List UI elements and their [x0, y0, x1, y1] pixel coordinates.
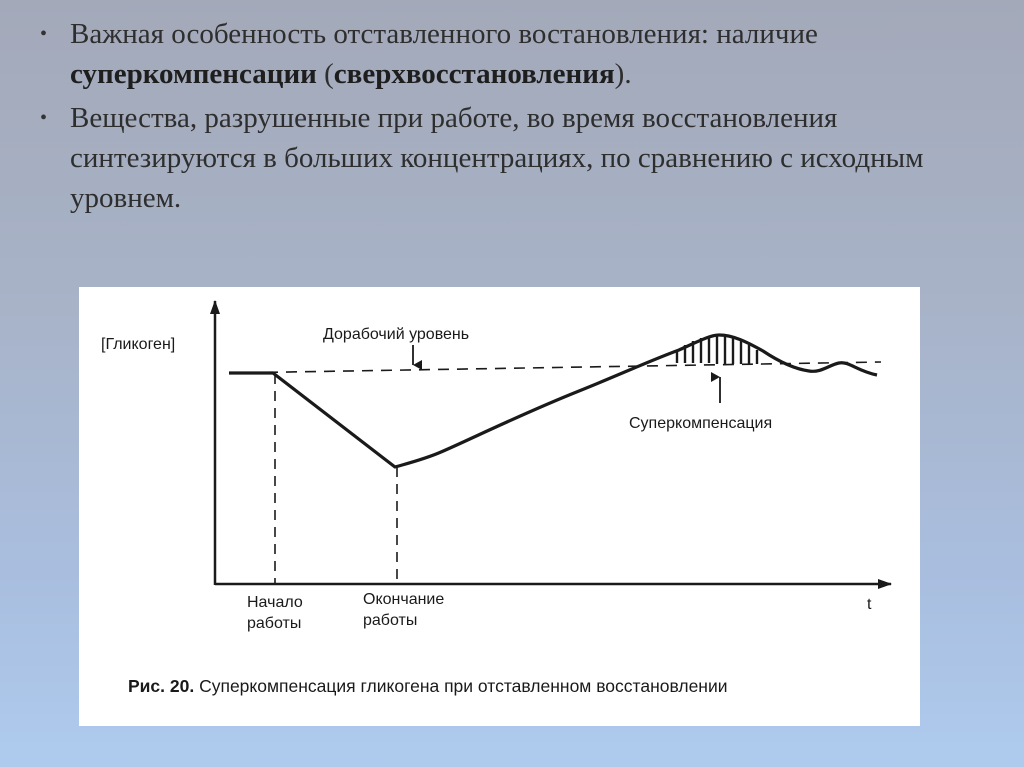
bullet-item-supercompensation: Важная особенность отставленного востано…	[40, 14, 1015, 94]
y-axis-label: [Гликоген]	[101, 336, 175, 353]
bullet-1-bold-overrecovery: сверхвосстановления	[333, 58, 615, 90]
bullet-1-bold-supercompensation: суперкомпенсации	[70, 58, 317, 90]
work-start-label-line2: работы	[247, 615, 301, 632]
bullet-1-text-before: Важная особенность отставленного востано…	[70, 18, 818, 50]
bullet-1-text-after: ).	[614, 58, 632, 90]
work-end-label-line2: работы	[363, 612, 417, 629]
figure-caption-prefix: Рис. 20.	[128, 676, 194, 696]
supercompensation-label: Суперкомпенсация	[629, 415, 772, 432]
work-end-label-line1: Окончание	[363, 591, 444, 608]
figure-caption: Рис. 20. Суперкомпенсация гликогена при …	[128, 676, 728, 696]
x-axis-label: t	[867, 596, 872, 613]
work-start-label-line1: Начало	[247, 594, 303, 611]
bullet-list: Важная особенность отставленного востано…	[40, 14, 1015, 222]
bullet-2-text: Вещества, разрушенные при работе, во вре…	[70, 102, 924, 214]
supercompensation-hatch	[675, 335, 759, 364]
glycogen-curve	[229, 333, 878, 469]
figure-panel: [Гликоген] Дорабочий уровень Суперкомпен…	[79, 287, 920, 726]
baseline-label: Дорабочий уровень	[323, 326, 469, 343]
baseline-dashed-line	[228, 361, 882, 374]
bullet-1-middle: (	[316, 58, 334, 90]
figure-caption-text: Суперкомпенсация гликогена при отставлен…	[194, 676, 727, 696]
bullet-item-substances: Вещества, разрушенные при работе, во вре…	[40, 98, 1015, 218]
supercompensation-diagram: [Гликоген] Дорабочий уровень Суперкомпен…	[101, 300, 892, 696]
